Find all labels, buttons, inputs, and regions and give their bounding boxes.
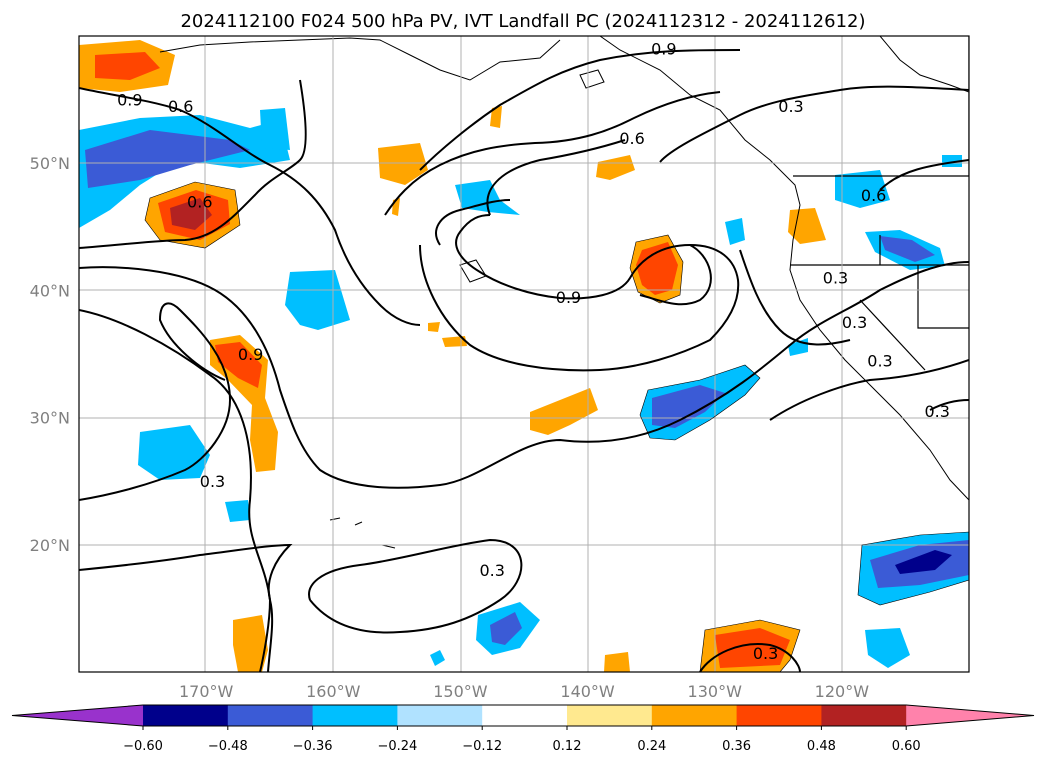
political-borders: [790, 36, 969, 371]
colorbar-tick-label: 0.24: [637, 739, 666, 754]
contour-line: [879, 159, 969, 191]
contour-label: 0.6: [168, 97, 193, 116]
colorbar-tick-label: −0.48: [208, 739, 248, 754]
colorbar-swatch: [651, 705, 738, 726]
contour-label: 0.9: [556, 288, 581, 307]
colorbar-swatch: [821, 705, 907, 726]
colorbar-tick-label: 0.12: [553, 739, 582, 754]
contour-line: [79, 261, 969, 489]
contour-line: [659, 85, 969, 163]
colorbar-swatch: [736, 705, 822, 726]
contour-line: [79, 309, 272, 672]
contour-line: [79, 302, 232, 501]
colorbar-tick-label: 0.48: [807, 739, 836, 754]
longitude-tick-label: 160°W: [306, 682, 361, 701]
contour-label: 0.6: [619, 129, 644, 148]
colorbar-swatch: [482, 705, 568, 726]
colorbar-extend-low: [12, 705, 143, 726]
colorbar-tick-label: −0.24: [377, 739, 417, 754]
contour-line: [699, 643, 801, 672]
contour-line: [486, 139, 626, 216]
latitude-tick-label: 40°N: [30, 281, 70, 300]
longitude-tick-label: 150°W: [433, 682, 488, 701]
longitude-tick-label: 120°W: [815, 682, 870, 701]
colorbar-tick-label: −0.36: [293, 739, 333, 754]
contour-line: [435, 199, 511, 246]
contour-line: [639, 244, 712, 306]
longitude-tick-label: 170°W: [179, 682, 234, 701]
contour-line: [308, 538, 523, 634]
pv-shade-negative-158w: [285, 270, 350, 330]
contour-label: 0.3: [842, 313, 867, 332]
colorbar-swatch: [143, 705, 229, 726]
contour-line: [929, 399, 969, 411]
colorbar-swatch: [397, 705, 483, 726]
contour-line: [79, 79, 307, 249]
contour-line: [419, 49, 741, 171]
latitude-tick-label: 20°N: [30, 536, 70, 555]
contour-labels: 0.9 0.60.60.90.30.90.60.30.90.60.30.30.30…: [117, 40, 950, 663]
longitude-tick-label: 140°W: [560, 682, 615, 701]
longitude-tick-label: 130°W: [688, 682, 743, 701]
colorbar-swatch: [567, 705, 653, 726]
contour-line: [769, 359, 969, 421]
contour-label: 0.9: [238, 345, 263, 364]
contour-line: [384, 91, 721, 216]
contour-label: 0.3: [924, 402, 949, 421]
colorbar-tick-label: −0.12: [462, 739, 502, 754]
map-plot-area: 0.9 0.60.60.90.30.90.60.30.90.60.30.30.30…: [79, 36, 969, 672]
contour-label: 0.3: [823, 269, 848, 288]
colorbar-tick-label: −0.60: [123, 739, 163, 754]
contour-label: 0.6: [187, 192, 212, 211]
latitude-tick-label: 50°N: [30, 154, 70, 173]
map-title: 2024112100 F024 500 hPa PV, IVT Landfall…: [180, 11, 865, 32]
contour-line: [739, 249, 851, 346]
contour-line: [419, 214, 740, 372]
colorbar: −0.60 −0.48 −0.36 −0.24 −0.12 0.12 0.24 0.36 0.4…: [11, 704, 1035, 754]
contour-label: 0.9: [117, 91, 142, 110]
contour-label: 0.6: [861, 186, 886, 205]
colorbar-swatch: [227, 705, 314, 726]
ivt-contours: [79, 49, 969, 672]
longitude-labels: 170°W 160°W 150°W 140°W 130°W 120°W: [179, 682, 869, 701]
contour-label: 0.9: [651, 40, 676, 59]
colorbar-extend-high: [906, 705, 1034, 726]
colorbar-tick-label: 0.60: [892, 739, 921, 754]
contour-label: 0.3: [479, 561, 504, 580]
colorbar-tick-label: 0.36: [722, 739, 751, 754]
map-frame: [78, 35, 970, 673]
contour-line: [79, 87, 421, 326]
pv-shading: [79, 40, 969, 672]
contour-label: 0.3: [778, 97, 803, 116]
latitude-labels: 50°N 40°N 30°N 20°N: [30, 154, 70, 555]
colorbar-swatch: [312, 705, 398, 726]
latitude-tick-label: 30°N: [30, 409, 70, 428]
contour-label: 0.3: [867, 351, 892, 370]
contour-label: 0.3: [200, 472, 225, 491]
contour-line: [79, 543, 293, 672]
contour-label: 0.3: [753, 644, 778, 663]
